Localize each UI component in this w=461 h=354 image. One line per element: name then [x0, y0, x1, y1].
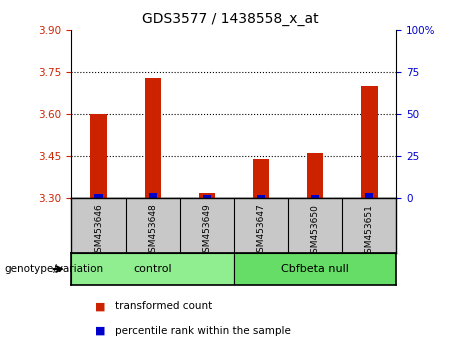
Text: Cbfbeta null: Cbfbeta null — [281, 264, 349, 274]
Text: genotype/variation: genotype/variation — [5, 264, 104, 274]
Text: percentile rank within the sample: percentile rank within the sample — [115, 326, 291, 336]
Bar — [203, 195, 211, 198]
Bar — [145, 78, 161, 198]
Text: GSM453650: GSM453650 — [311, 204, 320, 259]
Bar — [71, 253, 234, 285]
Bar — [199, 193, 215, 198]
Text: GSM453649: GSM453649 — [202, 204, 212, 258]
Bar — [253, 159, 269, 198]
Bar — [257, 195, 265, 198]
Bar — [361, 86, 378, 198]
Text: GSM453646: GSM453646 — [94, 204, 103, 258]
Text: ■: ■ — [95, 326, 105, 336]
Text: GSM453648: GSM453648 — [148, 204, 157, 258]
Text: GSM453651: GSM453651 — [365, 204, 374, 259]
Bar — [365, 193, 373, 198]
Bar — [234, 253, 396, 285]
Bar — [311, 195, 319, 198]
Bar — [90, 114, 106, 198]
Text: GDS3577 / 1438558_x_at: GDS3577 / 1438558_x_at — [142, 12, 319, 27]
Bar — [307, 153, 323, 198]
Bar — [148, 193, 157, 198]
Text: ■: ■ — [95, 301, 105, 311]
Text: control: control — [133, 264, 172, 274]
Text: GSM453647: GSM453647 — [256, 204, 266, 258]
Bar — [95, 194, 103, 198]
Text: transformed count: transformed count — [115, 301, 213, 311]
